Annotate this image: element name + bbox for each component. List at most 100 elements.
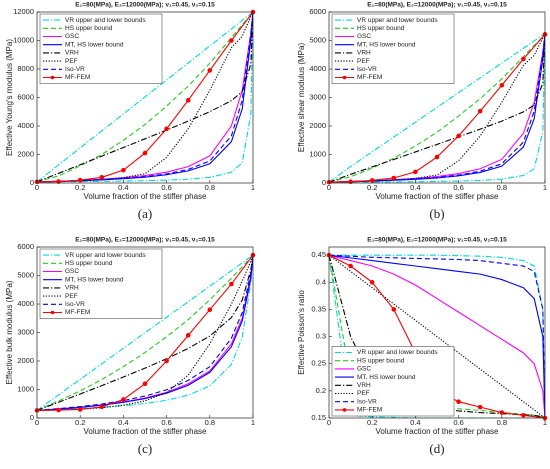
y-tick-label: 0.2 bbox=[316, 386, 326, 395]
caption: (d) bbox=[429, 441, 444, 456]
point-marker bbox=[77, 407, 83, 412]
x-tick-label: 0.4 bbox=[118, 183, 128, 192]
x-tick-label: 0.4 bbox=[410, 418, 420, 427]
legend-label: PEF bbox=[357, 390, 370, 397]
point-marker bbox=[477, 108, 483, 114]
x-tick-label: 0 bbox=[327, 418, 331, 427]
x-tick-label: 0.6 bbox=[161, 183, 171, 192]
x-axis-label: Volume fraction of the stiffer phase bbox=[375, 427, 499, 436]
legend-label: Iso-VR bbox=[65, 301, 85, 308]
y-tick-label: 6000 bbox=[17, 92, 34, 101]
legend-label: MT, HS lower bound bbox=[357, 374, 416, 381]
x-tick-label: 0.8 bbox=[497, 418, 507, 427]
y-tick-label: 0.4 bbox=[316, 277, 326, 286]
legend-label: PEF bbox=[65, 293, 78, 300]
series-line bbox=[329, 33, 545, 183]
series-line bbox=[329, 254, 545, 418]
series-line bbox=[37, 254, 253, 411]
caption: (a) bbox=[138, 206, 152, 221]
y-tick-label: 6000 bbox=[17, 242, 34, 251]
series-line bbox=[329, 254, 545, 418]
legend-label: GSC bbox=[357, 33, 371, 40]
y-axis-label: Effective bulk modulus (MPa) bbox=[5, 280, 14, 384]
point-marker bbox=[164, 126, 169, 132]
y-tick-label: 4000 bbox=[17, 121, 34, 130]
legend-label: Iso-VR bbox=[357, 66, 377, 73]
y-tick-label: 0.45 bbox=[311, 250, 326, 259]
legend-label: VR upper and lower bounds bbox=[65, 252, 146, 259]
series-line bbox=[329, 254, 545, 418]
point-marker bbox=[142, 150, 148, 156]
legend-label: MF-FEM bbox=[357, 74, 382, 81]
point-marker bbox=[456, 399, 461, 405]
point-marker bbox=[185, 333, 191, 338]
legend-label: HS upper bound bbox=[357, 357, 405, 364]
series-line bbox=[329, 254, 545, 418]
point-marker bbox=[348, 263, 353, 269]
point-marker bbox=[121, 167, 126, 173]
series-line bbox=[329, 254, 545, 418]
y-tick-label: 1000 bbox=[17, 384, 34, 393]
legend-label: MF-FEM bbox=[65, 74, 90, 81]
legend-label: HS upper bound bbox=[65, 25, 113, 32]
legend-label: MT, HS lower bound bbox=[357, 41, 416, 48]
legend-label: Iso-VR bbox=[65, 66, 85, 73]
y-tick-label: 0.35 bbox=[311, 304, 326, 313]
legend-marker bbox=[50, 75, 55, 80]
y-tick-label: 0.3 bbox=[316, 332, 326, 341]
legend-marker bbox=[342, 408, 347, 412]
point-marker bbox=[99, 404, 105, 410]
point-marker bbox=[207, 307, 213, 313]
y-tick-label: 8000 bbox=[17, 64, 34, 73]
y-tick-label: 5000 bbox=[309, 35, 326, 44]
point-marker bbox=[121, 397, 126, 402]
legend-label: MF-FEM bbox=[357, 407, 382, 414]
point-marker bbox=[369, 178, 375, 183]
x-tick-label: 1 bbox=[251, 183, 255, 192]
x-tick-label: 1 bbox=[543, 183, 547, 192]
y-axis-label: Effective Poisson's ratio bbox=[297, 290, 306, 375]
point-marker bbox=[434, 154, 440, 160]
x-tick-label: 0 bbox=[35, 418, 39, 427]
point-marker bbox=[391, 307, 397, 312]
legend-label: HS upper bound bbox=[357, 25, 405, 32]
y-tick-label: 12000 bbox=[13, 7, 34, 16]
caption: (b) bbox=[429, 206, 444, 221]
plot-frame bbox=[36, 11, 254, 184]
chart-title: E₁=80(MPa), E₂=12000(MPa); ν₁=0.45, ν₂=0… bbox=[75, 2, 215, 9]
y-axis-label: Effective Young's modulus (MPa) bbox=[5, 39, 14, 156]
plot-frame bbox=[36, 246, 254, 419]
legend-label: GSC bbox=[65, 33, 79, 40]
point-marker bbox=[229, 281, 234, 287]
y-tick-label: 0 bbox=[30, 178, 34, 187]
point-marker bbox=[99, 175, 105, 180]
x-tick-label: 0.2 bbox=[75, 418, 85, 427]
legend-label: Iso-VR bbox=[357, 398, 377, 405]
legend-box bbox=[39, 13, 163, 84]
x-axis-label: Volume fraction of the stiffer phase bbox=[83, 427, 207, 436]
y-tick-label: 10000 bbox=[13, 35, 34, 44]
x-tick-label: 0.6 bbox=[453, 183, 463, 192]
x-tick-label: 0.6 bbox=[453, 418, 463, 427]
legend-marker bbox=[342, 75, 347, 80]
point-marker bbox=[369, 279, 375, 285]
legend-label: MT, HS lower bound bbox=[65, 276, 124, 283]
point-marker bbox=[391, 175, 397, 181]
x-tick-label: 0.2 bbox=[75, 183, 85, 192]
legend-label: VRH bbox=[357, 382, 371, 389]
x-tick-label: 0.2 bbox=[367, 183, 377, 192]
legend-label: VR upper and lower bounds bbox=[357, 17, 438, 24]
x-axis-label: Volume fraction of the stiffer phase bbox=[83, 192, 207, 201]
legend-label: HS upper bound bbox=[65, 260, 113, 267]
x-tick-label: 0.6 bbox=[161, 418, 171, 427]
legend-box bbox=[331, 13, 455, 84]
y-tick-label: 4000 bbox=[309, 64, 326, 73]
x-tick-label: 0.2 bbox=[367, 418, 377, 427]
series-line bbox=[37, 254, 253, 411]
plot-frame bbox=[328, 246, 546, 419]
x-tick-label: 1 bbox=[543, 418, 547, 427]
point-marker bbox=[456, 133, 461, 139]
point-marker bbox=[77, 177, 83, 183]
y-tick-label: 3000 bbox=[309, 92, 326, 101]
